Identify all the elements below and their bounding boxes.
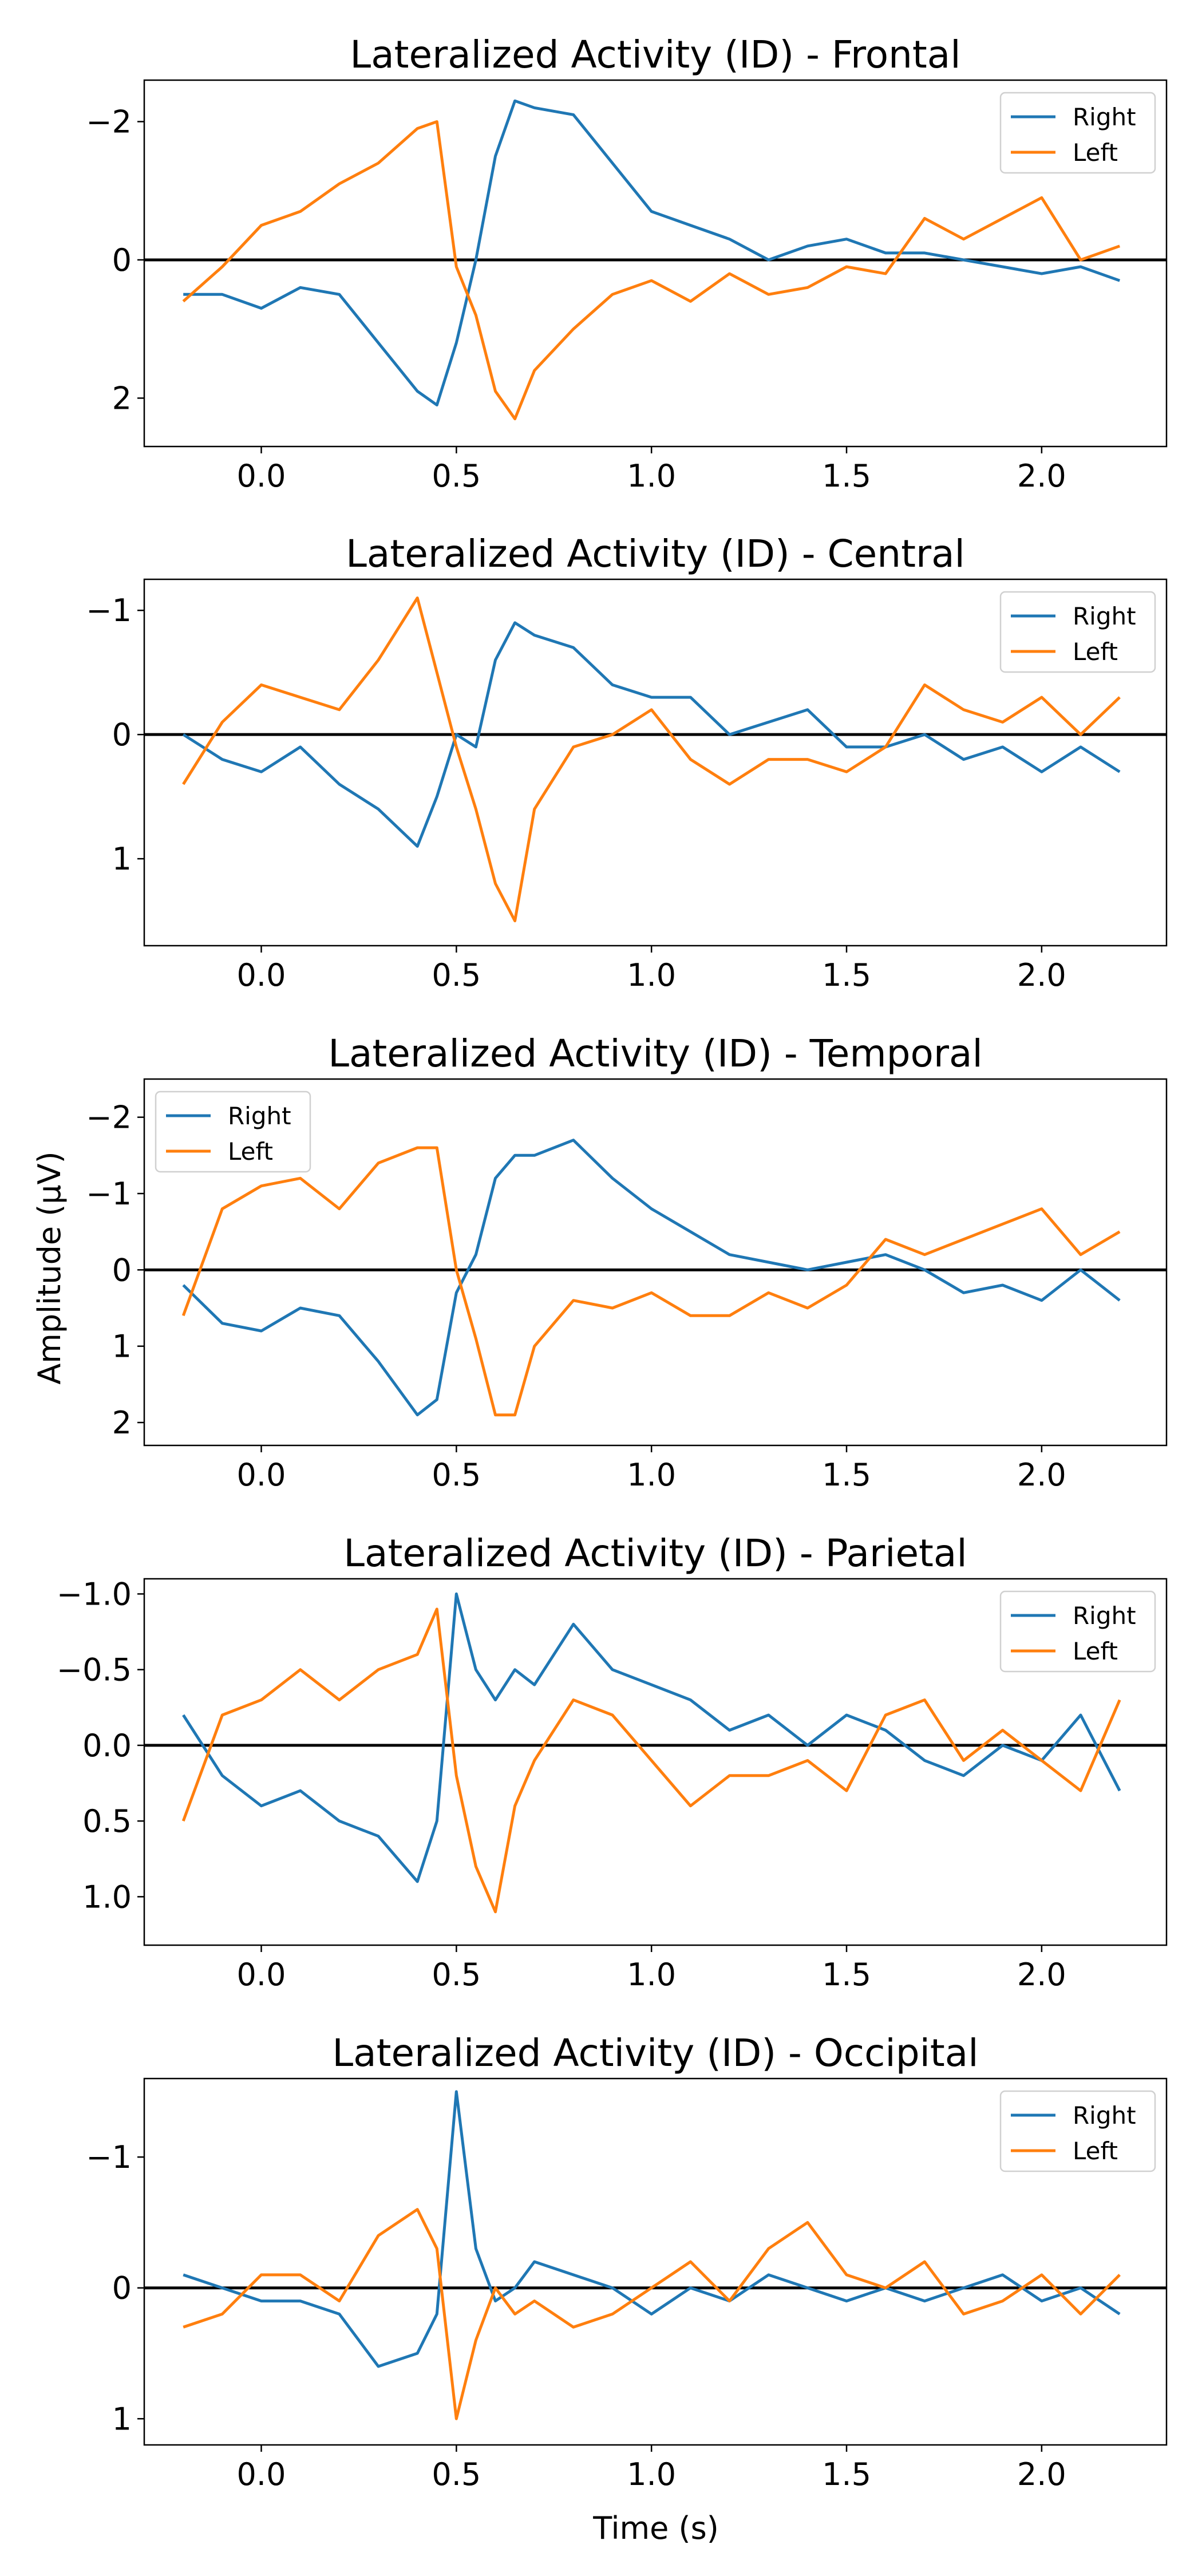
y-tick-label: 0.5 <box>82 1803 132 1839</box>
y-tick-label: 1.0 <box>82 1879 132 1915</box>
series-line-right <box>182 1139 1121 1417</box>
y-tick-label: −2 <box>86 1100 132 1136</box>
x-tick-label: 0.5 <box>432 458 481 494</box>
x-tick-label: 1.5 <box>822 1957 871 1993</box>
y-tick-label: −2 <box>86 104 132 140</box>
x-tick-label: 0.0 <box>237 2456 286 2492</box>
plot-frame <box>143 79 1168 448</box>
series-line-left <box>182 596 1121 923</box>
x-tick-label: 2.0 <box>1017 458 1066 494</box>
y-tick-label: 1 <box>112 2401 132 2437</box>
y-tick-label: −1 <box>86 2139 132 2175</box>
x-tick-label: 2.0 <box>1017 1457 1066 1493</box>
x-tick-label: 0.5 <box>432 1957 481 1993</box>
legend-label: Right <box>1073 602 1136 630</box>
plot-frame <box>143 1078 1168 1447</box>
plot-frame <box>143 578 1168 947</box>
y-tick-label: −1.0 <box>57 1576 132 1612</box>
y-tick-label: 0.0 <box>82 1728 132 1764</box>
plot-frame <box>143 1578 1168 1946</box>
legend-label: Right <box>228 1102 291 1130</box>
x-tick-label: 0.5 <box>432 1457 481 1493</box>
chart-panel: Lateralized Activity (ID) - Central 0.0 0.… <box>86 532 1168 993</box>
series-line-left <box>183 2208 1121 2420</box>
chart-legend: Right Left <box>999 1590 1156 1673</box>
x-tick-label: 1.5 <box>822 458 871 494</box>
legend-label: Left <box>1073 2137 1118 2165</box>
chart-title: Lateralized Activity (ID) - Central <box>346 532 965 576</box>
legend-label: Left <box>1073 1637 1118 1665</box>
y-tick-label: 1 <box>112 841 132 877</box>
x-tick-label: 0.0 <box>237 1957 286 1993</box>
chart-title: Lateralized Activity (ID) - Frontal <box>350 33 960 77</box>
x-tick-label: 1.5 <box>822 2456 871 2492</box>
chart-panel: Lateralized Activity (ID) - Frontal 0.0 0.… <box>86 33 1168 494</box>
y-tick-label: 1 <box>112 1329 132 1365</box>
legend-label: Right <box>1073 2101 1136 2129</box>
legend-label: Left <box>228 1137 273 1165</box>
y-axis-label: Amplitude (µV) <box>31 1151 68 1384</box>
x-axis-label: Time (s) <box>592 2510 719 2546</box>
x-tick-label: 1.0 <box>627 458 676 494</box>
chart-title: Lateralized Activity (ID) - Temporal <box>328 1032 983 1076</box>
y-tick-label: −0.5 <box>57 1652 132 1688</box>
legend-label: Left <box>1073 139 1118 167</box>
y-tick-label: 0 <box>112 1252 132 1288</box>
series-line-right <box>183 99 1121 406</box>
series-line-right <box>183 2090 1121 2368</box>
series-line-left <box>181 1607 1121 1914</box>
x-tick-label: 0.0 <box>237 458 286 494</box>
chart-legend: Right Left <box>999 2090 1156 2172</box>
series-line-right <box>182 1592 1121 1883</box>
x-tick-label: 0.5 <box>432 2456 481 2492</box>
legend-label: Right <box>1073 1602 1136 1630</box>
legend-label: Right <box>1073 103 1136 131</box>
series-line-left <box>182 120 1121 421</box>
y-tick-label: −1 <box>86 592 132 629</box>
series-line-left <box>181 1146 1121 1417</box>
chart-title: Lateralized Activity (ID) - Parietal <box>343 1531 967 1575</box>
plot-frame <box>143 2077 1168 2446</box>
x-tick-label: 1.0 <box>627 2456 676 2492</box>
x-tick-label: 0.0 <box>237 1457 286 1493</box>
y-tick-label: 2 <box>112 1405 132 1441</box>
chart-legend: Right Left <box>999 591 1156 673</box>
y-tick-label: 0 <box>112 242 132 278</box>
x-tick-label: 2.0 <box>1017 957 1066 993</box>
series-line-right <box>182 621 1121 848</box>
x-tick-label: 0.0 <box>237 957 286 993</box>
chart-panel: Lateralized Activity (ID) - Temporal 0.0 0… <box>86 1032 1168 1493</box>
chart-title: Lateralized Activity (ID) - Occipital <box>332 2031 978 2075</box>
y-tick-label: 0 <box>112 717 132 753</box>
y-tick-label: 2 <box>112 380 132 416</box>
x-tick-label: 2.0 <box>1017 2456 1066 2492</box>
x-tick-label: 2.0 <box>1017 1957 1066 1993</box>
x-tick-label: 1.0 <box>627 1957 676 1993</box>
x-tick-label: 1.5 <box>822 1457 871 1493</box>
y-tick-label: −1 <box>86 1176 132 1212</box>
x-tick-label: 1.0 <box>627 957 676 993</box>
legend-label: Left <box>1073 638 1118 666</box>
x-tick-label: 0.5 <box>432 957 481 993</box>
x-tick-label: 1.5 <box>822 957 871 993</box>
chart-legend: Right Left <box>155 1091 311 1173</box>
y-tick-label: 0 <box>112 2270 132 2306</box>
chart-legend: Right Left <box>999 92 1156 174</box>
chart-panel: Lateralized Activity (ID) - Occipital 0.0… <box>86 2031 1168 2492</box>
chart-panel: Lateralized Activity (ID) - Parietal 0.0 0… <box>57 1531 1168 1993</box>
x-tick-label: 1.0 <box>627 1457 676 1493</box>
